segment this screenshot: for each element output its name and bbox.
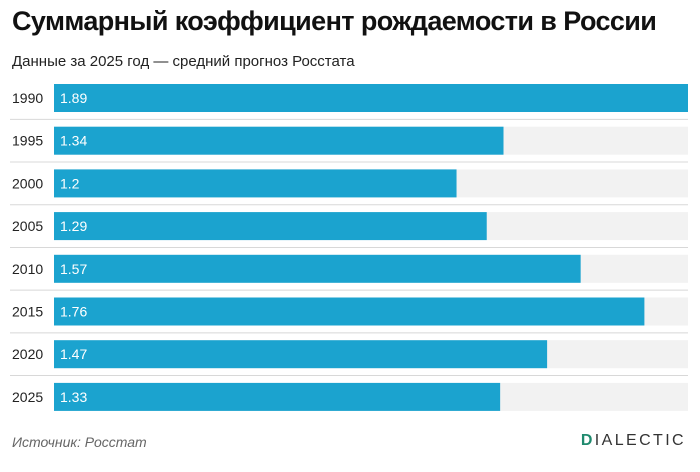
- category-label-2000: 2000: [12, 175, 43, 191]
- brand-logo-initial: D: [580, 432, 595, 449]
- bar-2010: [54, 254, 581, 283]
- source-note: Источник: Росстат: [12, 434, 147, 450]
- bar-1995: [54, 126, 504, 155]
- value-label-2005: 1.29: [60, 218, 87, 234]
- category-label-2005: 2005: [12, 218, 43, 234]
- category-label-2015: 2015: [12, 304, 43, 320]
- value-label-2000: 1.2: [60, 175, 80, 191]
- category-label-2010: 2010: [12, 261, 43, 277]
- value-label-2020: 1.47: [60, 346, 87, 362]
- chart-subtitle: Данные за 2025 год — средний прогноз Рос…: [12, 53, 355, 70]
- category-label-2025: 2025: [12, 389, 43, 405]
- chart-title: Суммарный коэффициент рождаемости в Росс…: [12, 6, 657, 36]
- bar-2015: [54, 297, 645, 326]
- bar-2025: [54, 382, 501, 411]
- bar-2020: [54, 340, 548, 369]
- value-label-2010: 1.57: [60, 261, 87, 277]
- brand-logo-text: IALECTIC: [594, 432, 686, 449]
- value-label-2015: 1.76: [60, 304, 87, 320]
- category-label-2020: 2020: [12, 346, 43, 362]
- bar-2000: [54, 169, 457, 198]
- bar-chart: 1990 1.89 1995 1.34 2000 1.2 2005 1.29 2010 1.57 2…: [10, 84, 688, 411]
- category-label-1990: 1990: [12, 90, 43, 106]
- value-label-1990: 1.89: [60, 90, 87, 106]
- bar-2005: [54, 212, 487, 241]
- value-label-2025: 1.33: [60, 389, 87, 405]
- bar-1990: [54, 84, 688, 112]
- value-label-1995: 1.34: [60, 133, 87, 149]
- brand-logo: D IALECTIC: [581, 432, 686, 450]
- category-label-1995: 1995: [12, 133, 43, 149]
